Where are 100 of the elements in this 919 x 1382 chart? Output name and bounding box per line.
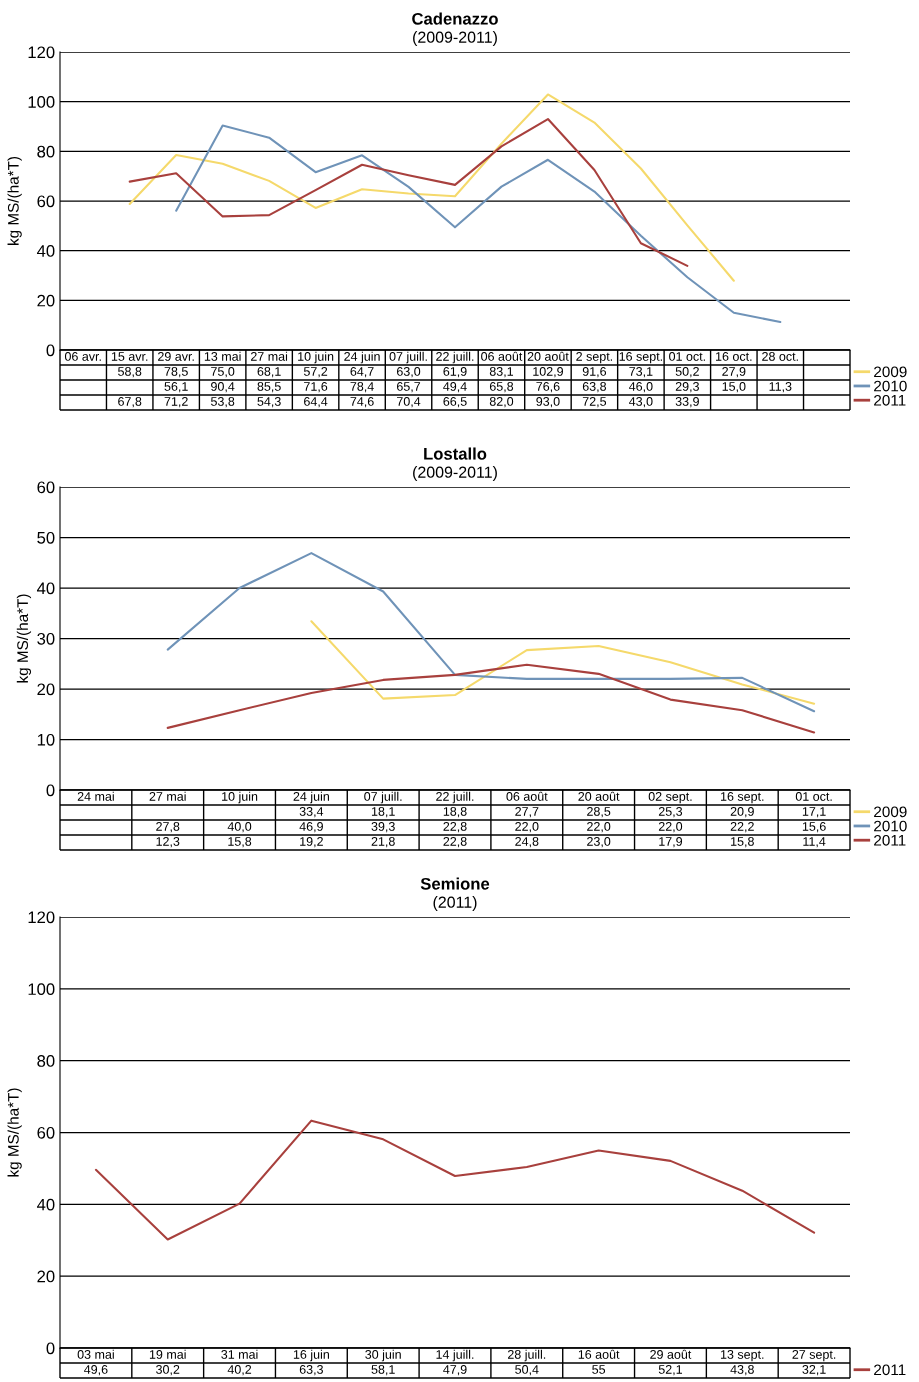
y-tick-label: 100 <box>28 96 55 108</box>
y-tick-label: 30 <box>37 632 55 645</box>
data-label: 65,8 <box>489 382 514 393</box>
data-label: 61,9 <box>443 367 467 378</box>
y-tick-label: 120 <box>28 911 55 924</box>
data-label: 29,3 <box>675 382 699 393</box>
x-tick-label: 07 juill. <box>364 791 402 804</box>
legend-label: 2011 <box>874 1364 906 1376</box>
data-label: 78,5 <box>164 367 188 378</box>
x-tick-label: 13 sept. <box>720 1350 764 1362</box>
chart-title: Semione <box>420 877 490 890</box>
data-label: 23,0 <box>587 837 611 848</box>
data-label: 73,1 <box>629 367 653 378</box>
data-label: 55 <box>592 1365 606 1374</box>
x-tick-label: 22 juill. <box>436 351 474 364</box>
x-tick-label: 24 mai <box>77 791 114 801</box>
y-tick-label: 100 <box>28 983 55 996</box>
x-tick-label: 31 mai <box>221 1349 258 1359</box>
data-label: 25,3 <box>658 807 683 818</box>
data-label: 63,0 <box>397 367 421 378</box>
data-label: 15,0 <box>722 382 746 393</box>
data-label: 50,2 <box>675 367 699 378</box>
data-label: 22,0 <box>658 822 683 833</box>
data-label: 46,9 <box>299 822 323 833</box>
chart-subtitle: (2009-2011) <box>413 31 497 46</box>
data-label: 27,8 <box>156 822 180 833</box>
data-label: 102,9 <box>533 367 563 378</box>
data-label: 46,0 <box>629 382 653 393</box>
data-label: 40,2 <box>227 1365 252 1376</box>
data-label: 66,5 <box>443 397 467 408</box>
y-tick-label: 60 <box>37 481 55 494</box>
x-tick-label: 07 juill. <box>389 351 427 364</box>
legend-label: 2011 <box>874 394 906 406</box>
data-label: 63,8 <box>582 382 607 393</box>
x-tick-label: 29 avr. <box>158 352 194 361</box>
x-tick-label: 16 oct. <box>716 352 752 361</box>
data-label: 39,3 <box>371 822 395 833</box>
line-series <box>166 552 816 713</box>
data-label: 18,8 <box>443 807 467 818</box>
data-label: 57,2 <box>303 367 328 378</box>
x-tick-label: 16 sept. <box>720 792 764 804</box>
x-tick-label: 24 juin <box>344 351 380 364</box>
y-tick-label: 60 <box>37 195 55 208</box>
data-label: 67,8 <box>118 397 142 408</box>
data-label: 15,6 <box>802 822 826 833</box>
x-tick-label: 14 juill. <box>436 1349 474 1362</box>
legend-label: 2009 <box>874 366 907 378</box>
data-label: 90,4 <box>211 382 235 393</box>
data-label: 52,1 <box>658 1365 683 1376</box>
legend-label: 2009 <box>874 806 907 818</box>
x-tick-label: 01 oct. <box>795 792 832 801</box>
y-tick-label: 40 <box>36 245 55 257</box>
x-tick-label: 24 juin <box>293 791 329 804</box>
data-label: 49,6 <box>84 1365 108 1376</box>
data-label: 12,3 <box>156 837 180 848</box>
y-tick-label: 0 <box>46 1342 55 1355</box>
y-tick-label: 120 <box>28 46 55 59</box>
x-tick-label: 2 sept. <box>576 352 613 364</box>
data-label: 83,1 <box>489 367 514 378</box>
line-series <box>310 620 816 705</box>
data-label: 20,9 <box>730 807 754 818</box>
data-label: 33,4 <box>299 807 324 818</box>
x-tick-label: 22 juill. <box>436 791 474 804</box>
x-tick-label: 15 avr. <box>111 352 148 361</box>
y-axis-title: kg MS/(ha*T) <box>7 156 22 245</box>
data-label: 22,0 <box>587 822 611 833</box>
data-label: 18,1 <box>371 807 395 818</box>
y-tick-label: 20 <box>37 294 55 307</box>
line-series <box>128 118 689 267</box>
y-tick-label: 10 <box>37 733 55 746</box>
data-label: 68,1 <box>257 367 281 378</box>
chart-title: Lostallo <box>424 447 487 460</box>
data-label: 43,8 <box>730 1365 754 1376</box>
data-label: 71,2 <box>164 397 188 408</box>
x-tick-label: 27 sept. <box>792 1350 836 1362</box>
x-tick-label: 16 juin <box>293 1349 329 1362</box>
legend-label: 2010 <box>874 820 907 832</box>
x-tick-label: 27 mai <box>149 791 186 801</box>
x-tick-label: 20 août <box>527 351 569 361</box>
line-series <box>166 663 816 734</box>
data-label: 15,8 <box>228 837 252 848</box>
data-label: 71,6 <box>304 382 328 393</box>
data-label: 47,9 <box>443 1365 467 1376</box>
data-label: 28,5 <box>587 807 611 818</box>
data-label: 64,7 <box>350 367 374 378</box>
chart-subtitle: (2009-2011) <box>413 466 497 481</box>
data-label: 49,4 <box>443 382 467 393</box>
data-label: 21,8 <box>371 837 395 848</box>
data-label: 22,0 <box>515 822 539 833</box>
x-tick-label: 01 oct. <box>669 352 705 361</box>
data-label: 24,8 <box>515 837 539 848</box>
data-label: 93,0 <box>536 397 560 408</box>
legend-label: 2010 <box>874 380 907 392</box>
data-label: 22,8 <box>443 822 467 833</box>
y-tick-label: 80 <box>37 145 55 158</box>
data-label: 19,2 <box>300 837 323 848</box>
data-label: 58,8 <box>118 367 142 378</box>
y-axis-title: kg MS/(ha*T) <box>7 1088 22 1177</box>
data-label: 22,2 <box>730 822 754 833</box>
line-series <box>175 124 782 323</box>
